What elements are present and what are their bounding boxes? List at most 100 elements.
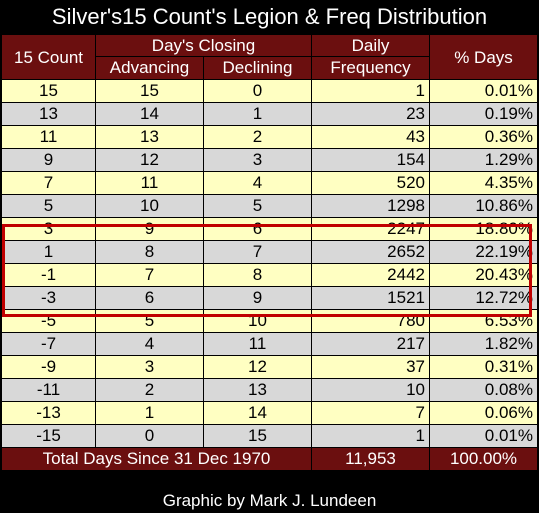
cell-declining: 10 [203, 309, 312, 333]
cell-declining: 8 [203, 263, 312, 287]
table-row: 13 14 1 23 0.19% [1, 102, 538, 126]
header-advancing: Advancing [95, 56, 204, 80]
cell-declining: 0 [203, 79, 312, 103]
cell-declining: 6 [203, 217, 312, 241]
cell-pct-days: 0.06% [429, 401, 538, 425]
header-daily: Daily [311, 34, 430, 57]
distribution-table: 15 Count Day's Closing Daily % Days Adva… [1, 34, 538, 471]
cell-daily-frequency: 43 [311, 125, 430, 149]
cell-15-count: -7 [1, 332, 96, 356]
cell-15-count: 5 [1, 194, 96, 218]
cell-declining: 7 [203, 240, 312, 264]
cell-15-count: 1 [1, 240, 96, 264]
cell-daily-frequency: 7 [311, 401, 430, 425]
cell-advancing: 8 [95, 240, 204, 264]
cell-15-count: 11 [1, 125, 96, 149]
footer-pct: 100.00% [429, 447, 538, 471]
cell-declining: 4 [203, 171, 312, 195]
cell-declining: 2 [203, 125, 312, 149]
cell-daily-frequency: 154 [311, 148, 430, 172]
footer-total: 11,953 [311, 447, 430, 471]
cell-declining: 5 [203, 194, 312, 218]
cell-15-count: 3 [1, 217, 96, 241]
table-row: -5 5 10 780 6.53% [1, 309, 538, 333]
cell-15-count: -11 [1, 378, 96, 402]
cell-advancing: 10 [95, 194, 204, 218]
table-row: 3 9 6 2247 18.80% [1, 217, 538, 241]
header-pct-days: % Days [429, 34, 538, 80]
cell-pct-days: 6.53% [429, 309, 538, 333]
credit-line: Graphic by Mark J. Lundeen [162, 491, 377, 510]
cell-advancing: 1 [95, 401, 204, 425]
table-row: -15 0 15 1 0.01% [1, 424, 538, 448]
cell-declining: 15 [203, 424, 312, 448]
cell-advancing: 5 [95, 309, 204, 333]
cell-declining: 13 [203, 378, 312, 402]
cell-daily-frequency: 2247 [311, 217, 430, 241]
cell-15-count: -9 [1, 355, 96, 379]
cell-advancing: 15 [95, 79, 204, 103]
table-title: Silver's15 Count's Legion & Freq Distrib… [51, 4, 488, 29]
footer-label: Total Days Since 31 Dec 1970 [1, 447, 312, 471]
cell-declining: 1 [203, 102, 312, 126]
cell-daily-frequency: 37 [311, 355, 430, 379]
cell-daily-frequency: 2442 [311, 263, 430, 287]
cell-pct-days: 4.35% [429, 171, 538, 195]
cell-15-count: -5 [1, 309, 96, 333]
cell-declining: 11 [203, 332, 312, 356]
header-15-count: 15 Count [1, 34, 96, 80]
cell-pct-days: 0.01% [429, 79, 538, 103]
cell-declining: 9 [203, 286, 312, 310]
cell-pct-days: 0.01% [429, 424, 538, 448]
table-row: -11 2 13 10 0.08% [1, 378, 538, 402]
table-row: -13 1 14 7 0.06% [1, 401, 538, 425]
cell-15-count: -3 [1, 286, 96, 310]
cell-declining: 14 [203, 401, 312, 425]
cell-pct-days: 10.86% [429, 194, 538, 218]
cell-15-count: 9 [1, 148, 96, 172]
header-days-closing: Day's Closing [95, 34, 312, 57]
cell-pct-days: 0.31% [429, 355, 538, 379]
cell-15-count: -15 [1, 424, 96, 448]
cell-pct-days: 22.19% [429, 240, 538, 264]
cell-15-count: 15 [1, 79, 96, 103]
cell-advancing: 3 [95, 355, 204, 379]
cell-pct-days: 1.82% [429, 332, 538, 356]
table-row: 1 8 7 2652 22.19% [1, 240, 538, 264]
cell-daily-frequency: 1 [311, 424, 430, 448]
cell-15-count: 13 [1, 102, 96, 126]
cell-pct-days: 12.72% [429, 286, 538, 310]
table-row: -3 6 9 1521 12.72% [1, 286, 538, 310]
cell-declining: 3 [203, 148, 312, 172]
cell-advancing: 11 [95, 171, 204, 195]
cell-daily-frequency: 1298 [311, 194, 430, 218]
table-row: 15 15 0 1 0.01% [1, 79, 538, 103]
cell-daily-frequency: 780 [311, 309, 430, 333]
cell-advancing: 12 [95, 148, 204, 172]
cell-declining: 12 [203, 355, 312, 379]
table-row: 9 12 3 154 1.29% [1, 148, 538, 172]
table-row: -7 4 11 217 1.82% [1, 332, 538, 356]
cell-daily-frequency: 23 [311, 102, 430, 126]
cell-advancing: 9 [95, 217, 204, 241]
cell-15-count: -1 [1, 263, 96, 287]
table-row: 11 13 2 43 0.36% [1, 125, 538, 149]
cell-daily-frequency: 1 [311, 79, 430, 103]
cell-15-count: 7 [1, 171, 96, 195]
cell-advancing: 13 [95, 125, 204, 149]
cell-pct-days: 0.19% [429, 102, 538, 126]
cell-daily-frequency: 2652 [311, 240, 430, 264]
cell-daily-frequency: 1521 [311, 286, 430, 310]
cell-advancing: 2 [95, 378, 204, 402]
cell-pct-days: 18.80% [429, 217, 538, 241]
table-row: 7 11 4 520 4.35% [1, 171, 538, 195]
cell-daily-frequency: 217 [311, 332, 430, 356]
cell-daily-frequency: 10 [311, 378, 430, 402]
table-row: -9 3 12 37 0.31% [1, 355, 538, 379]
cell-advancing: 14 [95, 102, 204, 126]
cell-advancing: 0 [95, 424, 204, 448]
cell-15-count: -13 [1, 401, 96, 425]
table-row: 5 10 5 1298 10.86% [1, 194, 538, 218]
cell-daily-frequency: 520 [311, 171, 430, 195]
table-row: -1 7 8 2442 20.43% [1, 263, 538, 287]
